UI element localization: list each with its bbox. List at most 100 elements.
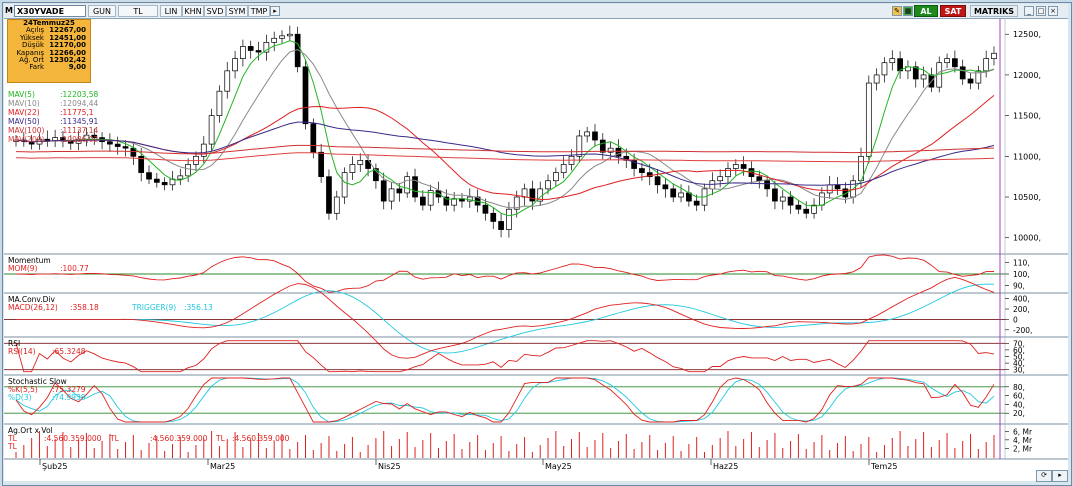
candle-body bbox=[881, 62, 888, 76]
info-label: Yüksek bbox=[20, 33, 44, 42]
candle-body bbox=[599, 139, 606, 153]
paint-icon[interactable]: ✎ bbox=[892, 6, 902, 16]
stoch-d-name: %D(3) bbox=[8, 393, 32, 402]
candle-body bbox=[959, 66, 966, 80]
candle-body bbox=[795, 204, 802, 210]
svd-button[interactable]: SVD bbox=[204, 5, 226, 17]
indicator-tick-label: 60, bbox=[1013, 392, 1025, 401]
candle-body bbox=[286, 33, 293, 37]
indicator-tick-label: 40, bbox=[1013, 359, 1025, 368]
candle-body bbox=[772, 188, 778, 202]
mav-line bbox=[15, 152, 995, 163]
tmp-button[interactable]: TMP bbox=[248, 5, 270, 17]
candle-body bbox=[787, 196, 794, 206]
stoch-d-value: :74.9938 bbox=[52, 393, 86, 402]
refresh-icon[interactable]: ⟳ bbox=[1036, 470, 1052, 482]
info-date: 24Temmuz25 bbox=[23, 19, 75, 27]
candle-body bbox=[529, 188, 536, 202]
candle-body bbox=[380, 180, 387, 202]
candle-body bbox=[560, 164, 567, 173]
indicator-tick-label: 4, Mr bbox=[1013, 436, 1033, 445]
macd-line bbox=[16, 276, 995, 359]
candle-body bbox=[263, 42, 270, 53]
symbol-selector[interactable]: X30YVADE bbox=[14, 5, 86, 17]
indicator-tick-label: 400, bbox=[1013, 295, 1030, 304]
info-row: Fark 9,00 bbox=[8, 63, 90, 72]
candle-body bbox=[592, 131, 598, 141]
info-value: 12302,42 bbox=[49, 56, 86, 65]
indicator-tick-label: 2, Mr bbox=[1013, 444, 1033, 453]
mav-legend-item: MAV(5):12203,58 bbox=[8, 90, 99, 99]
volume-value: :4.560.359.000 bbox=[232, 434, 290, 443]
sym-button[interactable]: SYM bbox=[226, 5, 248, 17]
maximize-icon[interactable]: □ bbox=[1036, 6, 1046, 16]
currency-button[interactable]: TL bbox=[118, 5, 158, 17]
candle-body bbox=[654, 176, 661, 186]
candle-body bbox=[983, 58, 990, 72]
candle-body bbox=[865, 82, 872, 157]
arrow-right-icon[interactable]: ▸ bbox=[270, 6, 280, 16]
candle-body bbox=[811, 204, 817, 214]
info-label: Fark bbox=[29, 63, 44, 72]
macd-title: MA.Conv.Div bbox=[8, 295, 56, 304]
info-row: Ağ. Ort 12302,42 bbox=[8, 56, 90, 65]
volume-label: TL bbox=[109, 434, 120, 443]
info-row: Kapanış 12266,00 bbox=[8, 48, 90, 57]
macd-value: :358.18 bbox=[70, 303, 99, 312]
chart-svg[interactable]: 12500, 12000, 11500, 11000, 10500, 10000, 110,… bbox=[4, 19, 1068, 481]
sell-button[interactable]: SAT bbox=[940, 5, 966, 17]
month-label: Nis25 bbox=[378, 462, 401, 471]
momentum-value: :100.77 bbox=[60, 264, 89, 273]
chart-area[interactable]: 12500, 12000, 11500, 11000, 10500, 10000, 110,… bbox=[4, 19, 1068, 481]
khn-button[interactable]: KHN bbox=[182, 5, 204, 17]
buy-button[interactable]: AL bbox=[914, 5, 938, 17]
candle-body bbox=[404, 176, 411, 194]
price-tick-label: 12000, bbox=[1013, 71, 1041, 80]
candle-body bbox=[326, 176, 332, 214]
volume-label: TL bbox=[7, 434, 18, 443]
stoch-title: Stochastic Slow bbox=[8, 377, 67, 386]
candle-body bbox=[451, 198, 457, 206]
candle-body bbox=[952, 58, 958, 68]
grid-icon[interactable]: ▦ bbox=[903, 6, 913, 16]
menu-m-button[interactable]: M bbox=[5, 6, 13, 15]
price-tick-label: 11000, bbox=[1013, 152, 1041, 161]
indicator-tick-label: 50, bbox=[1013, 353, 1025, 362]
info-row: Düşük 12170,00 bbox=[8, 41, 90, 50]
candle-body bbox=[944, 58, 950, 64]
candle-body bbox=[646, 172, 653, 178]
indicator-tick-label: 90, bbox=[1013, 281, 1025, 290]
candle-body bbox=[576, 135, 583, 157]
scroll-icon[interactable]: ▸ bbox=[1052, 470, 1068, 482]
candle-body bbox=[607, 147, 614, 153]
candle-body bbox=[819, 192, 825, 206]
price-tick-label: 10500, bbox=[1013, 193, 1041, 202]
candle-body bbox=[842, 188, 849, 198]
candle-body bbox=[177, 175, 184, 180]
volume-label: TL bbox=[215, 434, 226, 443]
stoch-k-line bbox=[15, 377, 995, 423]
indicator-tick-label: 30, bbox=[1013, 366, 1025, 375]
candle-body bbox=[412, 176, 418, 198]
info-label: Kapanış bbox=[16, 48, 44, 57]
minimize-icon[interactable]: _ bbox=[1024, 6, 1034, 16]
mav-legend-item: MAV(200):10986,02 bbox=[8, 135, 99, 144]
candle-body bbox=[91, 134, 98, 138]
mav-line bbox=[15, 40, 995, 217]
close-icon[interactable]: × bbox=[1048, 6, 1058, 16]
candle-body bbox=[975, 70, 982, 84]
month-label: Tem25 bbox=[870, 462, 897, 471]
scale-button[interactable]: LIN bbox=[160, 5, 182, 17]
candle-body bbox=[803, 208, 810, 214]
period-button[interactable]: GUN bbox=[88, 5, 116, 17]
macd-name: MACD(26,12) bbox=[8, 303, 58, 312]
info-label: Düşük bbox=[22, 41, 44, 50]
indicator-tick-label: 0 bbox=[1013, 315, 1018, 324]
candle-body bbox=[513, 196, 520, 210]
candle-body bbox=[333, 196, 340, 214]
candle-body bbox=[717, 176, 724, 182]
ohlc-info-box: 24Temmuz25 Açılış 12267,00 Yüksek 12451,00 D… bbox=[7, 19, 91, 83]
matriks-button[interactable]: MATRIKS bbox=[970, 5, 1018, 17]
candle-body bbox=[341, 172, 348, 198]
candle-body bbox=[482, 204, 489, 214]
